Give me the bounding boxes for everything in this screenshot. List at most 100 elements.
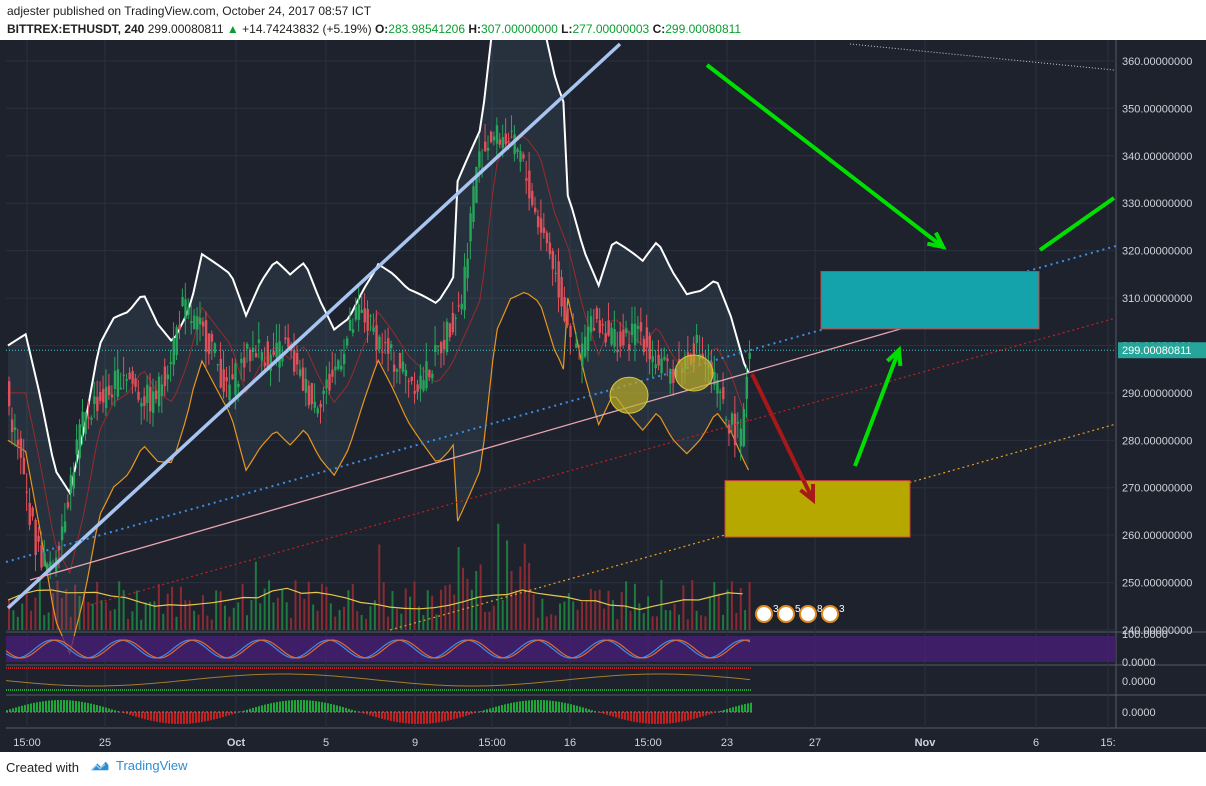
momentum-bar [333,704,335,712]
momentum-bar [216,712,218,719]
momentum-bar [6,710,8,712]
volume-bar [356,611,359,630]
momentum-bar [210,712,212,721]
candle-body [381,351,384,353]
candle-body [169,361,173,364]
momentum-bar [228,712,230,716]
price-chart[interactable]: 360.00000000350.00000000340.00000000330.… [0,40,1206,752]
momentum-bar [645,712,647,724]
volume-bar [695,610,698,630]
candle-body [113,370,117,390]
volume-bar [558,603,561,630]
volume-bar [188,600,191,630]
momentum-bar [648,712,650,724]
candle-body [107,385,111,396]
momentum-bar [15,707,17,712]
event-badge-icon [777,605,795,623]
volume-bar [426,590,429,630]
candle-body [478,151,481,168]
momentum-bar [63,700,65,712]
momentum-bar [498,705,500,712]
candle-body [510,130,513,132]
trendline-rising [6,42,622,610]
momentum-bar [411,712,413,724]
momentum-bar [429,712,431,724]
candle-body [263,362,267,367]
candle-body [686,352,690,358]
stoch-k-line [5,639,751,659]
tradingview-link[interactable]: TradingView [88,758,188,773]
candle-body [730,413,734,425]
x-tick-label: 15:00 [478,737,506,749]
momentum-bar [219,712,221,718]
x-tick-label: 5 [323,737,329,749]
candle-body [166,374,170,380]
event-badge-icon [755,605,773,623]
volume-bar [510,570,513,630]
volume-bar [276,597,279,630]
momentum-bar [678,712,680,723]
candle-body [648,335,652,360]
momentum-bar [555,701,557,712]
momentum-bar [66,700,68,712]
momentum-bar [726,708,728,712]
momentum-bar [684,712,686,722]
momentum-bar [651,712,653,724]
candle-body [46,563,49,571]
momentum-bar [585,708,587,712]
volume-bar [739,588,742,630]
candle-body [293,350,296,372]
candle-body [75,439,78,455]
candle-body [489,131,493,143]
momentum-bar [531,700,533,712]
momentum-bar [690,712,692,720]
momentum-bar [729,708,731,712]
momentum-bar [207,712,209,721]
candle-body [390,344,393,349]
candle-body [622,329,625,346]
candle-body [328,373,331,391]
momentum-bar [261,705,263,712]
candle-body [645,327,649,348]
volume-bar [100,600,103,630]
momentum-bar [534,700,536,712]
volume-bar [157,584,160,630]
candle-body [307,385,311,406]
candle-body [363,308,366,323]
x-tick-label: 23 [721,737,733,749]
momentum-bar [90,703,92,712]
macd-histogram-line [5,673,751,687]
symbol-line: BITTREX:ETHUSDT, 240 299.00080811 ▲ +14.… [7,22,741,36]
event-badge-count: 3 [773,604,779,615]
momentum-bar [318,701,320,712]
event-badge-count: 3 [839,604,845,615]
momentum-bar [471,712,473,715]
momentum-bar [321,702,323,712]
candle-body [146,384,149,404]
candle-body [298,369,302,376]
volume-bar [113,609,116,630]
momentum-bar [45,700,47,712]
volume-bar [232,607,235,630]
candle-body [416,384,419,392]
author-name[interactable]: adjester [7,4,50,18]
volume-bar [387,616,390,630]
momentum-bar [150,712,152,721]
volume-bar [417,606,420,630]
arrow-down-red [750,373,815,501]
candle-body [240,358,243,363]
momentum-bar [246,709,248,712]
momentum-bar [387,712,389,721]
tradingview-logo-icon [90,761,109,771]
candle-body [454,317,458,319]
momentum-bar [393,712,395,722]
candle-body [213,343,217,354]
momentum-bar [297,700,299,712]
candle-body [387,338,390,354]
volume-bar [594,590,597,630]
candle-body [669,369,672,384]
volume-bar [378,544,381,630]
candle-body [210,334,214,342]
volume-bar [589,588,592,630]
momentum-bar [270,703,272,712]
